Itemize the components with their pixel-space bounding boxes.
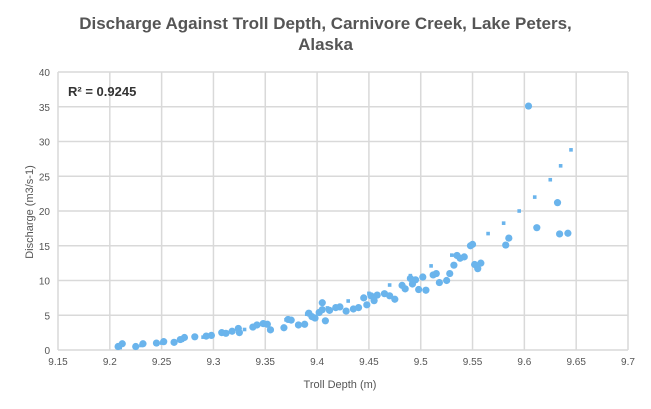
- x-tick-label: 9.15: [48, 357, 68, 368]
- y-tick-label: 25: [39, 172, 51, 183]
- data-point: [460, 253, 468, 261]
- data-point: [235, 329, 243, 337]
- y-tick-label: 40: [39, 68, 51, 79]
- data-point: [477, 259, 485, 267]
- data-point: [222, 329, 230, 337]
- data-point: [207, 331, 215, 340]
- chart-title-line-1: Discharge Against Troll Depth, Carnivore…: [79, 14, 572, 33]
- data-point: [263, 320, 271, 328]
- data-point: [443, 276, 451, 285]
- x-tick-label: 9.2: [103, 357, 117, 368]
- data-point: [553, 199, 562, 207]
- data-point: [253, 321, 261, 329]
- y-tick-label: 20: [39, 207, 51, 218]
- data-point: [502, 241, 510, 249]
- x-tick-label: 9.55: [463, 357, 483, 368]
- data-point: [468, 240, 477, 248]
- data-point: [321, 317, 329, 325]
- x-tick-label: 9.5: [414, 357, 428, 368]
- x-tick-label: 9.25: [152, 357, 172, 368]
- y-tick-label: 30: [39, 138, 51, 149]
- data-point: [370, 297, 378, 305]
- chart-title-line-2: Alaska: [298, 35, 353, 54]
- data-point: [318, 306, 326, 314]
- trendline-dot: [486, 231, 490, 236]
- data-point: [318, 299, 326, 307]
- data-point: [422, 286, 430, 294]
- data-point: [280, 324, 288, 332]
- x-tick-label: 9.45: [359, 357, 379, 368]
- x-axis-label: Troll Depth (m): [304, 379, 377, 391]
- data-point: [342, 307, 350, 315]
- y-tick-label: 10: [39, 277, 51, 288]
- data-point: [386, 292, 394, 300]
- trendline-dot: [532, 195, 537, 199]
- data-point: [564, 229, 572, 237]
- y-tick-label: 0: [44, 346, 50, 357]
- trendline-dot: [569, 148, 573, 152]
- data-point: [419, 273, 427, 281]
- data-point: [325, 306, 334, 314]
- data-point: [474, 265, 482, 273]
- chart-title: Discharge Against Troll Depth, Carnivore…: [0, 13, 651, 55]
- data-point: [132, 342, 140, 351]
- data-point: [294, 321, 303, 329]
- data-point: [311, 314, 319, 322]
- data-point: [411, 276, 420, 284]
- trendline-dot: [429, 264, 433, 268]
- x-tick-label: 9.4: [310, 357, 324, 368]
- trendline-dot: [387, 283, 392, 287]
- r-squared-annotation: R² = 0.9245: [68, 84, 137, 99]
- data-point: [432, 269, 440, 278]
- data-point: [373, 291, 381, 299]
- data-point: [363, 301, 371, 309]
- trendline-dot: [558, 164, 563, 168]
- data-point: [391, 295, 399, 303]
- trendline-dot: [346, 299, 350, 303]
- data-point: [301, 320, 309, 328]
- data-point: [191, 333, 199, 341]
- data-point: [152, 339, 161, 347]
- data-point: [533, 224, 541, 232]
- data-point: [524, 102, 533, 110]
- data-point: [287, 316, 295, 324]
- data-point: [180, 333, 189, 342]
- x-tick-label: 9.35: [256, 357, 276, 368]
- data-point: [415, 285, 423, 294]
- y-axis-label: Discharge (m3/s-1): [24, 165, 36, 259]
- gridlines: [57, 71, 629, 351]
- data-point: [435, 278, 443, 287]
- y-tick-label: 15: [39, 242, 51, 253]
- x-tick-label: 9.3: [207, 357, 221, 368]
- x-tick-label: 9.6: [517, 357, 531, 368]
- data-point: [354, 304, 363, 312]
- x-tick-label: 9.7: [621, 357, 635, 368]
- data-point: [336, 303, 344, 311]
- data-point: [170, 338, 178, 346]
- x-tick-label: 9.65: [566, 357, 586, 368]
- data-point: [401, 285, 409, 293]
- data-point: [360, 294, 368, 302]
- data-point: [118, 340, 126, 348]
- y-tick-label: 35: [39, 103, 51, 114]
- trendline-dot: [517, 209, 521, 213]
- trendline: [118, 148, 573, 350]
- trendline-dot: [501, 221, 506, 225]
- trendline-dot: [548, 177, 553, 182]
- data-points: [114, 102, 572, 351]
- data-point: [446, 269, 454, 278]
- data-point: [266, 326, 275, 334]
- data-point: [505, 234, 513, 242]
- trendline-dot: [450, 253, 454, 257]
- data-point: [139, 340, 147, 348]
- tick-labels: 9.15 9.2 9.25 9.3 9.35 9.4 9.45 9.5 9.55 9.6 9.65 9…: [39, 68, 636, 368]
- y-tick-label: 5: [44, 311, 50, 322]
- trendline-dot: [242, 327, 247, 332]
- data-point: [160, 338, 168, 346]
- data-point: [450, 261, 458, 269]
- data-point: [228, 327, 236, 335]
- data-point: [556, 230, 564, 238]
